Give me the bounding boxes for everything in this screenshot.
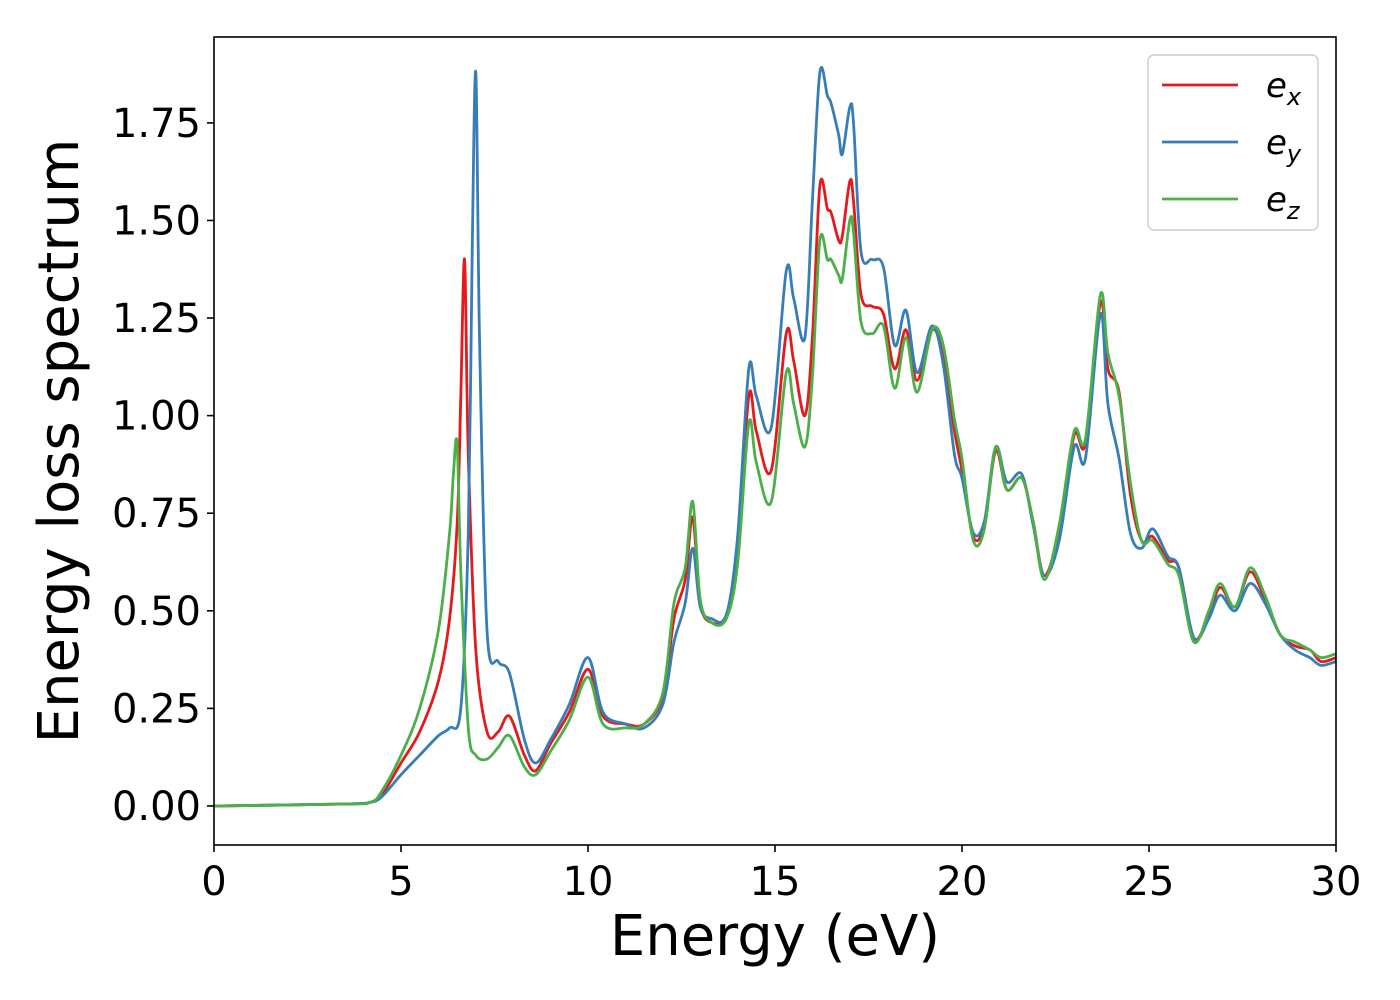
legend-label-y: ey <box>1266 123 1302 168</box>
x-tick-label: 10 <box>563 859 614 905</box>
x-tick-label: 25 <box>1124 859 1175 905</box>
x-tick-label: 20 <box>937 859 988 905</box>
y-tick-label: 1.00 <box>112 394 201 440</box>
y-tick-label: 0.25 <box>112 686 201 732</box>
legend: ex ey ez <box>1147 54 1319 231</box>
series-line-z <box>214 214 1336 808</box>
y-axis: 0.00 0.25 0.50 0.75 1.00 1.25 1.50 1.75 <box>112 101 214 830</box>
series-line-x <box>214 177 1336 808</box>
x-tick-label: 5 <box>388 859 413 905</box>
x-tick-label: 0 <box>201 859 226 905</box>
x-axis-label: Energy (eV) <box>610 904 940 969</box>
x-tick-label: 30 <box>1311 859 1362 905</box>
series-line-y <box>214 66 1336 808</box>
y-tick-label: 1.75 <box>112 101 201 147</box>
y-tick-label: 0.50 <box>112 589 201 635</box>
y-tick-label: 1.25 <box>112 296 201 342</box>
y-axis-label: Energy loss spectrum <box>27 139 92 744</box>
x-axis: 0 5 10 15 20 25 30 <box>201 845 1361 905</box>
y-tick-label: 0.75 <box>112 491 201 537</box>
y-tick-label: 0.00 <box>112 784 201 830</box>
y-tick-label: 1.50 <box>112 198 201 244</box>
legend-label-z: ez <box>1266 180 1301 225</box>
x-tick-label: 15 <box>750 859 801 905</box>
series-layer <box>214 66 1336 808</box>
legend-label-x: ex <box>1266 66 1302 111</box>
